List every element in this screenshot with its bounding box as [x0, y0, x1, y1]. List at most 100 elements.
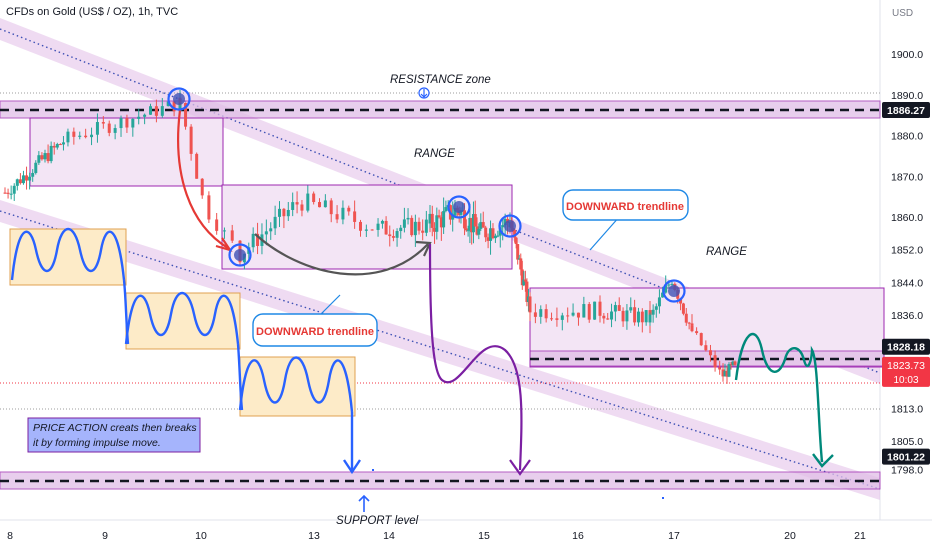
- candle-body: [143, 114, 147, 117]
- candle-body: [593, 301, 597, 320]
- candle-body: [286, 209, 290, 217]
- candle-body: [657, 297, 661, 307]
- blue-arrow-head: [343, 459, 361, 475]
- candle-body: [149, 106, 153, 115]
- candle-body: [353, 211, 357, 222]
- support-level-label: SUPPORT level: [336, 515, 419, 527]
- touch-circle-5: [662, 279, 686, 303]
- candle-body: [9, 193, 13, 195]
- candle-body: [725, 370, 729, 377]
- candle-body: [550, 318, 554, 320]
- candle-body: [370, 229, 374, 231]
- candle-body: [101, 122, 105, 124]
- teal-projection-wave: [734, 332, 824, 463]
- candle-body: [424, 219, 428, 233]
- candle-body: [251, 233, 255, 248]
- candle-body: [376, 223, 380, 230]
- gray-arrow-head: [415, 240, 432, 257]
- candle-body: [625, 310, 629, 322]
- range-label-1: RANGE: [414, 148, 455, 160]
- candle-body: [598, 301, 602, 316]
- level-tag: [882, 448, 930, 465]
- candle-body: [582, 304, 586, 318]
- x-tick-label: 8: [7, 530, 13, 542]
- candle-body: [664, 285, 668, 293]
- callout-pointer-2: [319, 294, 341, 316]
- candle-body: [525, 281, 529, 302]
- candle-body: [496, 235, 500, 237]
- candle-body: [729, 364, 733, 366]
- candle-body: [640, 311, 644, 323]
- price-action-note-line2: it by forming impulse move.: [33, 437, 161, 449]
- x-tick-label: 9: [102, 530, 108, 542]
- candle-body: [113, 128, 117, 133]
- y-tick-label: 1852.0: [891, 245, 923, 257]
- touch-circle-4: [498, 214, 522, 238]
- x-tick-label: 16: [572, 530, 584, 542]
- candle-body: [341, 207, 345, 220]
- candle-body: [571, 312, 575, 316]
- callout-downward-trendline-2: [252, 313, 378, 347]
- candle-body: [388, 234, 392, 237]
- candle-body: [417, 221, 421, 231]
- candle-body: [435, 215, 439, 232]
- candle-body: [513, 229, 517, 238]
- candle-body: [437, 215, 441, 218]
- wave-box-2: [125, 292, 241, 350]
- candle-body: [670, 283, 674, 285]
- candle-body: [318, 202, 322, 208]
- candle-body: [704, 345, 708, 351]
- candle-body: [160, 106, 164, 116]
- touch-dot-3: [453, 201, 465, 213]
- candle-body: [453, 207, 457, 216]
- candle-body: [402, 219, 406, 228]
- price-action-note-line1: PRICE ACTION creats then breaks: [33, 422, 197, 434]
- candle-body: [679, 298, 683, 304]
- candle-body: [479, 222, 483, 229]
- candle-body: [90, 134, 94, 138]
- candle-body: [690, 325, 694, 332]
- candle-body: [610, 311, 614, 320]
- symbol-title: CFDs on Gold (US$ / OZ), 1h, TVC: [6, 6, 178, 18]
- candle-body: [602, 315, 606, 319]
- candle-body: [463, 210, 467, 229]
- current-price-tag: [882, 356, 930, 387]
- y-axis[interactable]: 1900.0 1890.0 1880.0 1870.0 1860.0 1852.0 1844…: [891, 49, 923, 477]
- candle-body: [278, 208, 282, 217]
- candle-body: [395, 231, 399, 238]
- candle-body: [489, 228, 493, 241]
- candle-body: [410, 217, 414, 236]
- callout-downward-trendline-1: [562, 189, 689, 221]
- candle-body: [421, 230, 425, 233]
- candle-body: [37, 155, 41, 163]
- candle-body: [695, 331, 699, 334]
- candle-body: [3, 192, 7, 194]
- y-tick-label: 1798.0: [891, 465, 923, 477]
- candle-body: [523, 279, 527, 282]
- candle-body: [644, 310, 648, 323]
- purple-arrow: [428, 243, 523, 471]
- candle-body: [699, 333, 703, 346]
- candle-body: [473, 213, 477, 227]
- candle-body: [58, 144, 62, 146]
- candle-body: [587, 304, 591, 320]
- candle-body: [501, 225, 505, 228]
- candle-body: [282, 208, 286, 217]
- candle-body: [195, 153, 199, 179]
- candle-body: [636, 311, 640, 323]
- candle-body: [477, 228, 481, 235]
- candle-body: [25, 175, 29, 181]
- x-axis[interactable]: 8 9 10 13 14 15 16 17 20 21: [7, 530, 866, 542]
- wave-box-1: [9, 228, 127, 286]
- candle-body: [18, 179, 22, 184]
- candle-body: [464, 228, 468, 231]
- red-curved-arrow: [177, 109, 229, 249]
- lower-channel-band: [0, 200, 880, 500]
- candle-body: [125, 118, 129, 128]
- x-tick-label: 13: [308, 530, 320, 542]
- level-tag-text: 1801.22: [887, 452, 925, 464]
- candle-body: [137, 116, 141, 119]
- candle-body: [708, 350, 712, 356]
